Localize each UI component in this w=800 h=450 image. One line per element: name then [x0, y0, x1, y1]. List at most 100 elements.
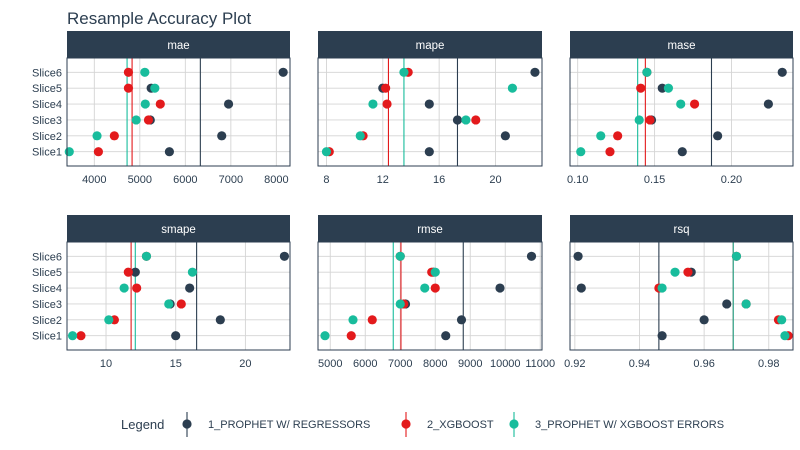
- point-mase-3-Slice6: [642, 67, 652, 77]
- panel-border: [569, 241, 794, 351]
- x-tick-label: 15: [170, 358, 182, 370]
- x-tick-label: 16: [433, 174, 445, 186]
- point-mape-3-Slice6: [399, 67, 409, 77]
- point-mase-1-Slice4: [763, 99, 773, 109]
- point-rsq-3-Slice1: [780, 331, 790, 341]
- point-mape-2-Slice4: [382, 99, 392, 109]
- point-mae-1-Slice2: [217, 131, 227, 141]
- panel-mase: mase 0.10 0.15 0.20: [567, 31, 794, 186]
- point-smape-1-Slice5: [130, 267, 140, 277]
- point-smape-1-Slice6: [279, 251, 290, 261]
- panel-rmse: rmse 5000 6000 7000 8000 9000 10000 11000: [317, 215, 555, 370]
- x-tick-label: 10: [100, 358, 112, 370]
- point-smape-3-Slice3: [164, 299, 174, 309]
- point-rsq-1-Slice2: [699, 315, 709, 325]
- point-mape-1-Slice3: [452, 115, 463, 125]
- point-rmse-3-Slice6: [395, 251, 405, 261]
- x-tick-label: 0.98: [758, 358, 779, 370]
- point-smape-1-Slice1: [171, 331, 181, 341]
- point-mae-2-Slice3: [143, 115, 154, 125]
- y-tick-label: Slice5: [32, 267, 62, 279]
- strip-mase: [570, 31, 793, 58]
- strip-mape: [318, 31, 542, 58]
- point-rmse-3-Slice3: [395, 299, 405, 309]
- x-tick-label: 0.15: [644, 174, 665, 186]
- point-mae-3-Slice3: [131, 115, 141, 125]
- x-tick-label: 11000: [525, 358, 555, 370]
- point-rsq-1-Slice4: [576, 283, 586, 293]
- point-rsq-3-Slice3: [741, 299, 751, 309]
- point-rmse-2-Slice1: [346, 331, 356, 341]
- point-mase-3-Slice3: [634, 115, 644, 125]
- legend-label-3: 3_PROPHET W/ XGBOOST ERRORS: [535, 419, 724, 431]
- y-tick-label: Slice6: [32, 251, 62, 263]
- point-mae-1-Slice1: [164, 147, 174, 157]
- point-smape-3-Slice6: [141, 251, 152, 261]
- point-mape-1-Slice1: [424, 147, 434, 157]
- x-tick-label: 0.10: [567, 174, 588, 186]
- x-tick-label: 6000: [353, 358, 377, 370]
- point-mase-2-Slice3: [645, 115, 655, 125]
- point-smape-1-Slice2: [215, 315, 225, 325]
- point-mase-2-Slice2: [613, 131, 623, 141]
- strip-label-smape: smape: [161, 224, 196, 236]
- y-tick-label: Slice6: [32, 67, 62, 79]
- x-tick-label: 8000: [423, 358, 447, 370]
- point-mae-3-Slice2: [92, 131, 102, 141]
- strip-label-mase: mase: [667, 40, 695, 52]
- x-tick-label: 7000: [388, 358, 412, 370]
- point-mae-2-Slice1: [93, 147, 104, 157]
- point-smape-3-Slice1: [67, 331, 78, 341]
- point-mape-1-Slice4: [424, 99, 434, 109]
- point-rsq-1-Slice1: [657, 331, 667, 341]
- x-tick-label: 20: [489, 174, 501, 186]
- point-mase-2-Slice5: [636, 83, 646, 93]
- y-tick-label: Slice3: [32, 115, 62, 127]
- point-rmse-2-Slice4: [430, 283, 440, 293]
- point-rmse-3-Slice2: [348, 315, 358, 325]
- point-rsq-3-Slice2: [777, 315, 787, 325]
- point-rsq-3-Slice4: [657, 283, 667, 293]
- legend-title: Legend: [121, 417, 164, 432]
- point-mape-2-Slice3: [471, 115, 481, 125]
- point-rmse-3-Slice5: [430, 267, 440, 277]
- point-mae-1-Slice4: [223, 99, 234, 109]
- point-mape-3-Slice5: [507, 83, 518, 93]
- point-rsq-2-Slice5: [683, 267, 693, 277]
- point-smape-3-Slice2: [104, 315, 114, 325]
- x-tick-label: 8000: [264, 174, 288, 186]
- x-tick-label: 20: [239, 358, 251, 370]
- x-tick-label: 0.96: [693, 358, 714, 370]
- x-tick-label: 6000: [173, 174, 197, 186]
- panel-rsq: rsq 0.92 0.94 0.96 0.98: [564, 215, 794, 370]
- strip-label-mape: mape: [416, 40, 445, 52]
- x-tick-label: 0.94: [629, 358, 650, 370]
- panel-border: [569, 57, 794, 167]
- point-mae-3-Slice6: [140, 67, 150, 77]
- point-mase-3-Slice2: [596, 131, 606, 141]
- point-mae-3-Slice4: [140, 99, 150, 109]
- point-smape-2-Slice5: [123, 267, 133, 277]
- legend-key-point-3: [509, 419, 519, 429]
- y-tick-label: Slice5: [32, 83, 62, 95]
- panel-border: [317, 241, 543, 351]
- point-smape-3-Slice5: [187, 267, 198, 277]
- point-mape-1-Slice2: [500, 131, 510, 141]
- point-mase-3-Slice5: [663, 83, 674, 93]
- legend-label-2: 2_XGBOOST: [427, 419, 494, 431]
- panel-mae: mae Slice1 Slice2 Slice3 Slice4 Slice5 Slice6 4…: [32, 31, 291, 186]
- y-tick-label: Slice3: [32, 299, 62, 311]
- point-mae-2-Slice5: [123, 83, 134, 93]
- legend-key-point-2: [401, 419, 411, 429]
- point-mae-3-Slice5: [150, 83, 160, 93]
- point-rsq-1-Slice3: [722, 299, 732, 309]
- panel-smape: smape Slice1 Slice2 Slice3 Slice4 Slice5 Slice…: [32, 215, 291, 370]
- x-tick-label: 12: [377, 174, 389, 186]
- panel-mape: mape 8 12 16 20: [317, 31, 543, 186]
- legend: Legend 1_PROPHET W/ REGRESSORS 2_XGBOOST 3…: [121, 412, 724, 437]
- x-tick-label: 10000: [490, 358, 521, 370]
- x-tick-label: 0.20: [721, 174, 742, 186]
- x-tick-label: 7000: [219, 174, 243, 186]
- y-tick-label: Slice1: [32, 331, 62, 343]
- point-rmse-1-Slice2: [456, 315, 467, 325]
